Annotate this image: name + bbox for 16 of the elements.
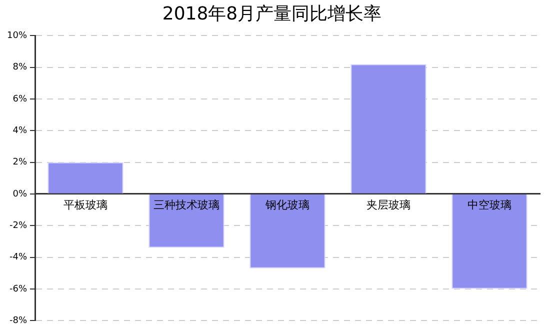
x-tick-label: 中空玻璃: [468, 198, 512, 212]
x-tick-label: 钢化玻璃: [264, 198, 310, 212]
y-tick-label: 8%: [12, 62, 28, 73]
y-tick-label: 10%: [6, 30, 28, 41]
y-tick-label: 6%: [12, 94, 28, 104]
chart-title: 2018年8月产量同比增长率: [162, 3, 382, 24]
x-tick-label: 平板玻璃: [64, 198, 108, 212]
y-tick-label: 0%: [12, 189, 28, 200]
x-tick-label: 夹层玻璃: [366, 198, 410, 212]
x-tick-label: 三种技术玻璃: [154, 198, 220, 212]
y-tick-label: 4%: [12, 126, 28, 136]
y-tick-label: -6%: [9, 284, 28, 294]
y-tick-label: -2%: [9, 220, 28, 231]
y-tick-label: -8%: [9, 316, 28, 326]
y-tick-label: 2%: [12, 158, 28, 168]
y-tick-label: -4%: [9, 252, 28, 263]
